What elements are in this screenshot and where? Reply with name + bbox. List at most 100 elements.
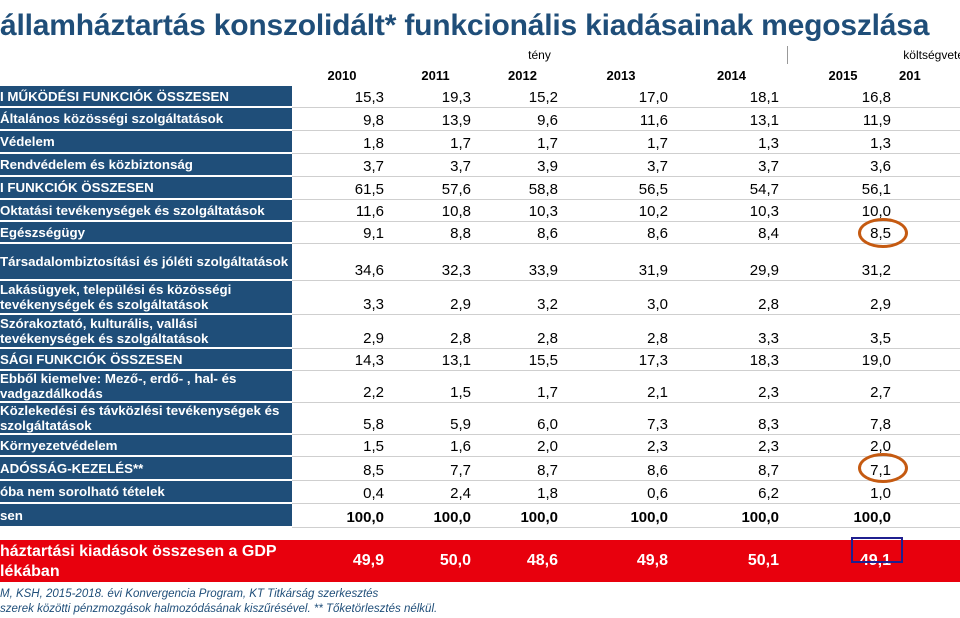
value-cell: 3,7 bbox=[676, 154, 787, 177]
value-cell: 15,3 bbox=[292, 86, 392, 108]
gdp-row: háztartási kiadások összesen a GDP lékáb… bbox=[0, 540, 960, 582]
value-cell: 2,3 bbox=[676, 371, 787, 403]
value-cell: 3,5 bbox=[787, 315, 899, 349]
table-row: sen 100,0 100,0 100,0 100,0 100,0 100,0 bbox=[0, 504, 960, 528]
value-cell: 34,6 bbox=[292, 244, 392, 281]
value-cell: 1,8 bbox=[479, 481, 566, 504]
value-cell: 17,0 bbox=[566, 86, 676, 108]
value-cell: 8,3 bbox=[676, 403, 787, 435]
row-label: óba nem sorolható tételek bbox=[0, 484, 165, 499]
actual-group-header: tény bbox=[292, 46, 788, 64]
value-cell: 61,5 bbox=[292, 177, 392, 200]
table-row: Ebből kiemelve: Mező-, erdő- , hal- és v… bbox=[0, 371, 960, 403]
value-cell: 2,8 bbox=[479, 315, 566, 349]
value-cell: 2,9 bbox=[787, 281, 899, 315]
value-cell: 16,8 bbox=[787, 86, 899, 108]
value-cell: 33,9 bbox=[479, 244, 566, 281]
value-cell: 1,7 bbox=[479, 371, 566, 403]
table-row: I MŰKÖDÉSI FUNKCIÓK ÖSSZESEN 15,3 19,3 15,2… bbox=[0, 86, 960, 108]
footnote-notes: szerek közötti pénzmozgások halmozódásán… bbox=[0, 603, 438, 615]
year-cell: 2010 bbox=[327, 68, 357, 83]
value-cell: 100,0 bbox=[787, 504, 899, 528]
gdp-value: 49,9 bbox=[292, 540, 392, 582]
value-cell: 2,0 bbox=[787, 435, 899, 457]
value-cell: 10,3 bbox=[479, 200, 566, 222]
value-cell: 2,2 bbox=[292, 371, 392, 403]
value-cell: 13,1 bbox=[676, 108, 787, 131]
gdp-value: 50,0 bbox=[392, 540, 479, 582]
value-cell: 1,6 bbox=[392, 435, 479, 457]
value-cell: 19,0 bbox=[787, 349, 899, 371]
value-cell: 0,4 bbox=[292, 481, 392, 504]
value-cell: 1,0 bbox=[787, 481, 899, 504]
value-cell: 2,3 bbox=[676, 435, 787, 457]
table-row: Társadalombiztosítási és jóléti szolgált… bbox=[0, 244, 960, 281]
value-cell: 2,9 bbox=[392, 281, 479, 315]
value-cell: 31,9 bbox=[566, 244, 676, 281]
gdp-value: 50,1 bbox=[676, 540, 787, 582]
value-cell: 8,7 bbox=[676, 457, 787, 481]
budget-group-header: költségvetés bbox=[790, 46, 960, 64]
value-cell: 9,8 bbox=[292, 108, 392, 131]
value-cell: 2,8 bbox=[676, 281, 787, 315]
value-cell: 8,4 bbox=[676, 222, 787, 244]
value-cell: 5,8 bbox=[292, 403, 392, 435]
budget-group-label: költségvetés bbox=[903, 48, 960, 62]
value-cell: 8,7 bbox=[479, 457, 566, 481]
row-label: Védelem bbox=[0, 134, 55, 149]
value-cell: 11,9 bbox=[787, 108, 899, 131]
value-cell: 13,1 bbox=[392, 349, 479, 371]
row-label: SÁGI FUNKCIÓK ÖSSZESEN bbox=[0, 351, 183, 367]
value-cell: 2,0 bbox=[479, 435, 566, 457]
value-cell: 6,0 bbox=[479, 403, 566, 435]
value-cell: 32,3 bbox=[392, 244, 479, 281]
value-cell: 15,2 bbox=[479, 86, 566, 108]
row-label: Környezetvédelem bbox=[0, 437, 118, 453]
value-cell: 3,3 bbox=[292, 281, 392, 315]
value-cell: 2,4 bbox=[392, 481, 479, 504]
value-cell: 2,1 bbox=[566, 371, 676, 403]
table-row: Általános közösségi szolgáltatások 9,8 13,… bbox=[0, 108, 960, 131]
value-cell: 7,7 bbox=[392, 457, 479, 481]
value-cell: 3,7 bbox=[566, 154, 676, 177]
value-cell: 18,1 bbox=[676, 86, 787, 108]
value-cell: 8,5 bbox=[292, 457, 392, 481]
value-cell: 1,7 bbox=[566, 131, 676, 154]
value-cell: 2,8 bbox=[392, 315, 479, 349]
row-label: I MŰKÖDÉSI FUNKCIÓK ÖSSZESEN bbox=[0, 88, 230, 104]
row-label: I FUNKCIÓK ÖSSZESEN bbox=[0, 180, 154, 195]
highlight-circle-health bbox=[858, 218, 908, 248]
row-label: Közlekedési és távközlési tevékenységek … bbox=[0, 403, 280, 433]
row-label: Szórakoztató, kulturális, vallási tevéke… bbox=[0, 316, 209, 346]
row-label: sen bbox=[0, 507, 23, 523]
value-cell: 1,7 bbox=[392, 131, 479, 154]
value-cell: 7,8 bbox=[787, 403, 899, 435]
value-cell: 8,6 bbox=[566, 222, 676, 244]
table-row: Rendvédelem és közbiztonság 3,7 3,7 3,9 3,7 3… bbox=[0, 154, 960, 177]
year-cell: 2012 bbox=[508, 68, 537, 83]
value-cell: 1,3 bbox=[676, 131, 787, 154]
value-cell: 18,3 bbox=[676, 349, 787, 371]
table-row: Közlekedési és távközlési tevékenységek … bbox=[0, 403, 960, 435]
value-cell: 56,5 bbox=[566, 177, 676, 200]
value-cell: 3,0 bbox=[566, 281, 676, 315]
value-cell: 3,7 bbox=[292, 154, 392, 177]
value-cell: 14,3 bbox=[292, 349, 392, 371]
table-row: Egészségügy 9,1 8,8 8,6 8,6 8,4 8,5 bbox=[0, 222, 960, 244]
year-cell: 2015 bbox=[828, 68, 858, 83]
gdp-value: 48,6 bbox=[479, 540, 566, 582]
value-cell: 6,2 bbox=[676, 481, 787, 504]
highlight-box-gdp bbox=[851, 537, 903, 563]
value-cell: 8,6 bbox=[566, 457, 676, 481]
year-cell: 2014 bbox=[717, 68, 746, 83]
row-label: Ebből kiemelve: Mező-, erdő- , hal- és v… bbox=[0, 371, 237, 401]
value-cell: 10,8 bbox=[392, 200, 479, 222]
value-cell: 9,1 bbox=[292, 222, 392, 244]
value-cell: 9,6 bbox=[479, 108, 566, 131]
value-cell: 3,2 bbox=[479, 281, 566, 315]
value-cell: 13,9 bbox=[392, 108, 479, 131]
value-cell: 2,3 bbox=[566, 435, 676, 457]
row-label: Általános közösségi szolgáltatások bbox=[0, 111, 224, 126]
value-cell: 1,8 bbox=[292, 131, 392, 154]
value-cell: 2,7 bbox=[787, 371, 899, 403]
